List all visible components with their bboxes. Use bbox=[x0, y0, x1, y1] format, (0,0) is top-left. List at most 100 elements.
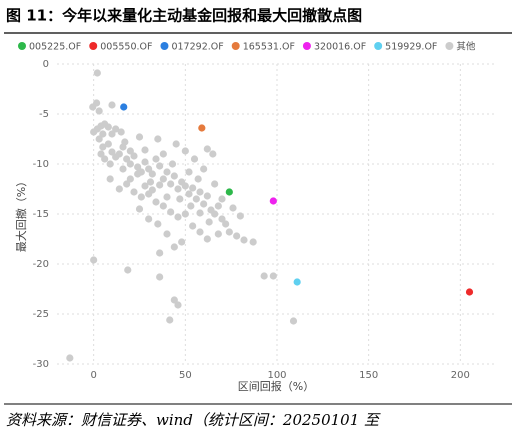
scatter-point bbox=[194, 175, 202, 183]
legend-marker bbox=[160, 42, 169, 50]
scatter-point bbox=[95, 135, 103, 143]
scatter-point bbox=[260, 272, 268, 280]
scatter-point bbox=[156, 273, 164, 281]
scatter-point bbox=[196, 228, 204, 236]
scatter-point bbox=[189, 222, 197, 230]
scatter-point bbox=[229, 204, 237, 212]
scatter-point bbox=[126, 175, 134, 183]
legend-marker bbox=[445, 42, 454, 50]
x-axis-title: 区间回报（%） bbox=[238, 379, 314, 393]
scatter-point bbox=[203, 235, 211, 243]
scatter-point bbox=[196, 188, 204, 196]
scatter-point bbox=[203, 192, 211, 200]
scatter-point bbox=[163, 230, 171, 238]
scatter-point bbox=[104, 140, 112, 148]
scatter-point bbox=[95, 107, 103, 115]
scatter-point bbox=[214, 202, 222, 210]
scatter-point bbox=[218, 215, 226, 223]
scatter-point bbox=[211, 210, 219, 218]
scatter-point bbox=[225, 188, 233, 196]
scatter-point bbox=[465, 288, 474, 296]
scatter-point bbox=[146, 178, 155, 186]
x-tick-label: 0 bbox=[90, 370, 96, 381]
scatter-point bbox=[154, 220, 162, 228]
scatter-point bbox=[156, 249, 164, 257]
scatter-point bbox=[269, 197, 277, 205]
legend-label: 005550.OF bbox=[100, 42, 152, 53]
scatter-point bbox=[112, 125, 120, 133]
scatter-point bbox=[93, 99, 101, 107]
scatter-point bbox=[123, 180, 131, 188]
scatter-point bbox=[218, 195, 226, 203]
scatter-point bbox=[185, 190, 193, 198]
y-tick-label: -15 bbox=[33, 209, 49, 220]
scatter-point bbox=[167, 180, 175, 188]
scatter-point bbox=[170, 243, 178, 251]
scatter-point bbox=[90, 256, 98, 264]
scatter-point bbox=[174, 213, 182, 221]
scatter-point bbox=[156, 181, 164, 189]
scatter-point bbox=[99, 143, 107, 151]
scatter-point bbox=[240, 236, 248, 244]
chart-title: 图 11：今年以来量化主动基金回报和最大回撤散点图 bbox=[6, 7, 362, 25]
legend-label: 165531.OF bbox=[243, 42, 295, 53]
scatter-point bbox=[170, 172, 178, 180]
scatter-point bbox=[236, 212, 244, 220]
scatter-point bbox=[126, 160, 134, 168]
scatter-point bbox=[176, 195, 184, 203]
scatter-point bbox=[233, 232, 241, 240]
scatter-point bbox=[174, 301, 182, 309]
scatter-point bbox=[117, 128, 125, 136]
scatter-point bbox=[145, 165, 153, 173]
scatter-point bbox=[99, 130, 107, 138]
scatter-point bbox=[172, 140, 180, 148]
scatter-point bbox=[145, 215, 153, 223]
scatter-point bbox=[115, 150, 123, 158]
scatter-point bbox=[163, 193, 171, 201]
scatter-point bbox=[293, 278, 301, 286]
scatter-point bbox=[126, 147, 134, 155]
source-note: 资料来源：财信证券、wind（统计区间：20250101 至 bbox=[6, 411, 381, 429]
scatter-point bbox=[168, 160, 177, 168]
scatter-point bbox=[163, 168, 171, 176]
scatter-point bbox=[178, 238, 186, 246]
scatter-point bbox=[225, 228, 233, 236]
scatter-point bbox=[289, 317, 298, 325]
scatter-point bbox=[134, 163, 142, 171]
scatter-point bbox=[97, 150, 105, 158]
y-axis-title: 最大回撤（%） bbox=[14, 176, 28, 252]
scatter-point bbox=[167, 208, 175, 216]
scatter-point bbox=[181, 182, 189, 190]
scatter-point bbox=[123, 155, 131, 163]
scatter-point bbox=[181, 210, 189, 218]
scatter-point bbox=[185, 168, 193, 176]
scatter-point bbox=[214, 230, 222, 238]
legend-marker bbox=[302, 42, 311, 50]
scatter-point bbox=[174, 185, 182, 193]
scatter-point bbox=[134, 170, 142, 178]
scatter-point bbox=[120, 103, 128, 111]
y-tick-label: -20 bbox=[33, 259, 49, 270]
legend-label: 320016.OF bbox=[314, 42, 366, 53]
legend-label: 005225.OF bbox=[29, 42, 81, 53]
scatter-point bbox=[222, 220, 230, 228]
scatter-point bbox=[108, 101, 116, 109]
legend-marker bbox=[231, 42, 240, 50]
scatter-point bbox=[154, 135, 162, 143]
scatter-point bbox=[166, 316, 174, 324]
scatter-point bbox=[170, 296, 178, 304]
scatter-point bbox=[200, 200, 208, 208]
legend-marker bbox=[18, 42, 26, 50]
y-tick-label: 0 bbox=[43, 59, 49, 70]
scatter-point bbox=[101, 155, 109, 163]
x-tick-label: 50 bbox=[179, 370, 192, 381]
legend-marker bbox=[374, 42, 383, 50]
scatter-point bbox=[137, 193, 145, 201]
scatter-point bbox=[269, 272, 277, 280]
y-tick-label: -30 bbox=[33, 359, 49, 370]
scatter-point bbox=[148, 170, 156, 178]
scatter-point bbox=[187, 202, 195, 210]
y-tick-label: -25 bbox=[33, 309, 49, 320]
scatter-point bbox=[192, 195, 200, 203]
scatter-point bbox=[196, 209, 204, 217]
